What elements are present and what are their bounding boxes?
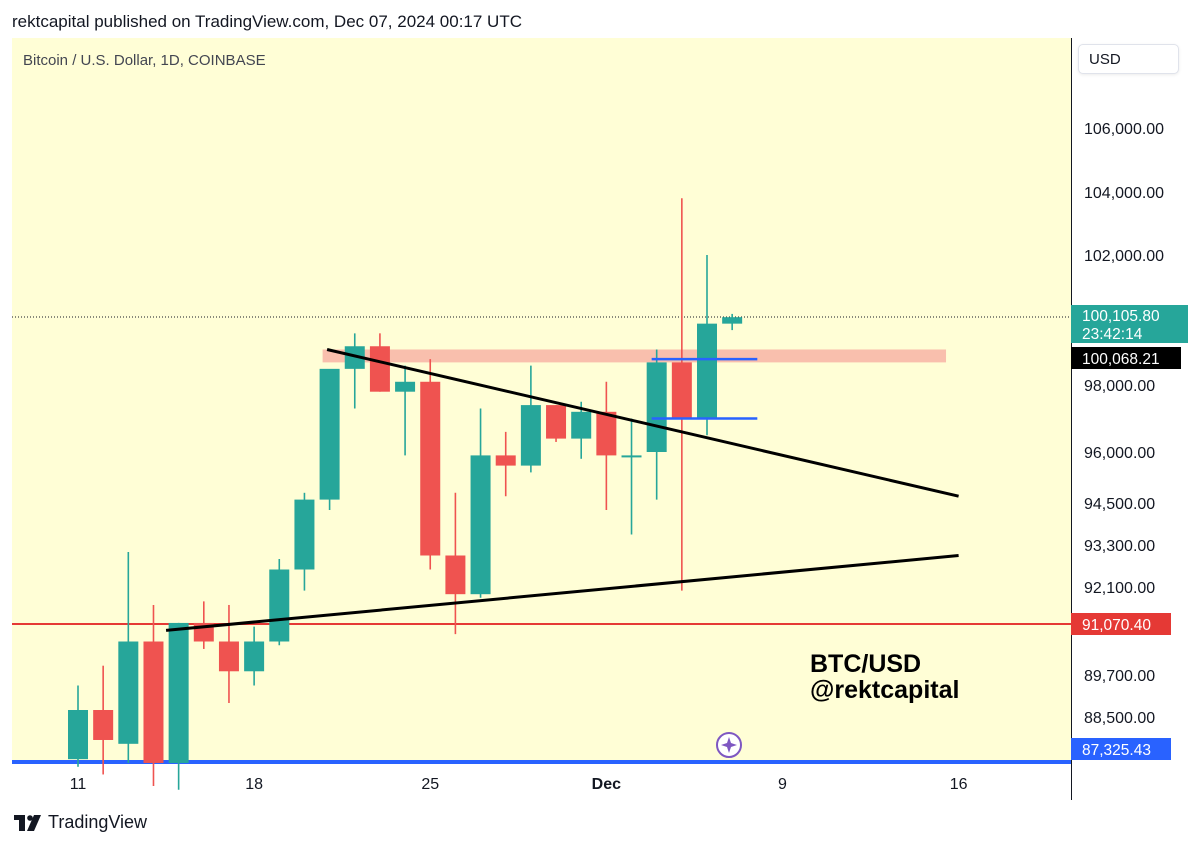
x-tick-label: 9 [778,776,787,793]
y-tick-label: 92,100.00 [1084,580,1155,597]
candle-body[interactable] [471,455,491,594]
y-tick-label: 98,000.00 [1084,378,1155,395]
candle-body[interactable] [395,382,415,392]
candle-body[interactable] [672,362,692,418]
candle-body[interactable] [93,710,113,740]
candle-body[interactable] [294,500,314,570]
x-tick-label: 16 [950,776,968,793]
tradingview-footer[interactable]: TradingView [14,812,147,833]
candle-body[interactable] [647,362,667,452]
y-tick-label: 106,000.00 [1084,121,1164,138]
y-tick-label: 96,000.00 [1084,445,1155,462]
countdown-label: 23:42:14 [1082,326,1143,343]
y-tick-label: 89,700.00 [1084,668,1155,685]
candle-body[interactable] [68,710,88,759]
candle-body[interactable] [596,412,616,456]
candle-body[interactable] [420,382,440,556]
y-tick-label: 94,500.00 [1084,496,1155,513]
watermark-line1: BTC/USD [810,650,921,678]
x-tick-label: 25 [421,776,439,793]
y-tick-label: 93,300.00 [1084,538,1155,555]
y-tick-label: 88,500.00 [1084,710,1155,727]
candle-body[interactable] [143,642,163,763]
x-tick-label: 11 [70,776,87,793]
footer-brand: TradingView [48,812,147,833]
candle-body[interactable] [219,642,239,672]
candle-body[interactable] [320,369,340,500]
price-label-black: 100,068.21 [1082,351,1160,368]
resistance-zone [323,349,946,362]
candle-body[interactable] [496,455,516,465]
candle-body[interactable] [521,405,541,466]
candle-body[interactable] [118,642,138,744]
current-price-label: 100,105.80 [1082,308,1160,325]
base-label: 87,325.43 [1082,742,1151,759]
candle-body[interactable] [622,455,642,457]
candle-body[interactable] [169,623,189,763]
candle-body[interactable] [244,642,264,672]
currency-selector[interactable]: USD [1078,44,1179,74]
x-tick-label: Dec [592,776,621,793]
symbol-title: Bitcoin / U.S. Dollar, 1D, COINBASE [23,52,266,69]
tradingview-logo-icon [14,815,42,831]
candle-body[interactable] [269,570,289,642]
candle-body[interactable] [546,405,566,439]
candle-body[interactable] [370,346,390,391]
candle-body[interactable] [697,324,717,419]
support-label: 91,070.40 [1082,617,1151,634]
candle-body[interactable] [571,412,591,439]
x-tick-label: 18 [245,776,263,793]
y-tick-label: 104,000.00 [1084,185,1164,202]
candle-body[interactable] [722,317,742,323]
watermark-line2: @rektcapital [810,676,959,704]
y-tick-label: 102,000.00 [1084,248,1164,265]
candle-body[interactable] [445,556,465,595]
